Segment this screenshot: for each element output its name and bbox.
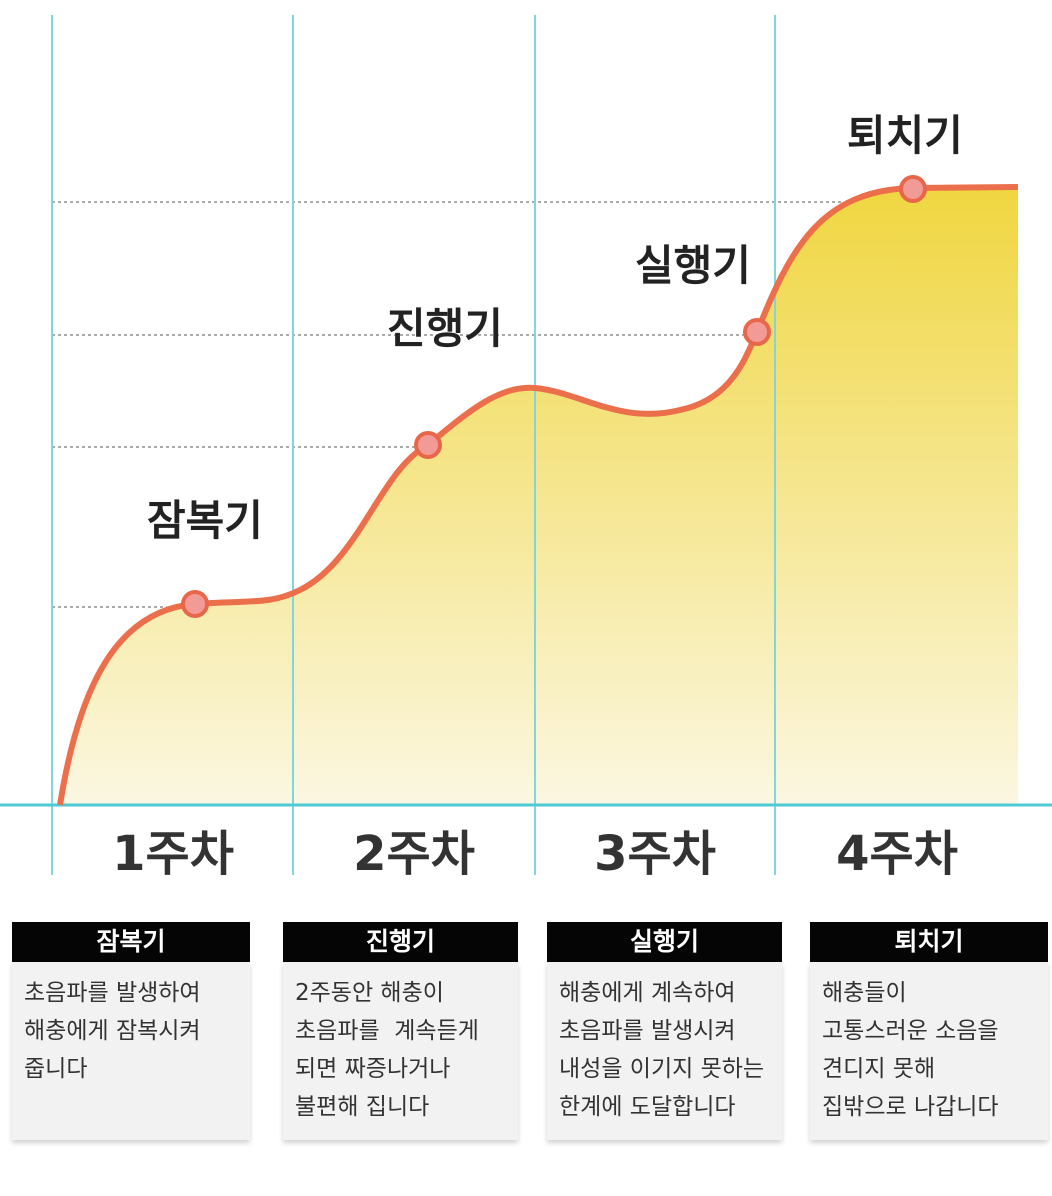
- stage-label: 실행기: [635, 241, 751, 290]
- card-line: 되면 짜증나거나: [295, 1056, 451, 1082]
- stage-label: 잠복기: [147, 496, 263, 545]
- stage-label: 퇴치기: [847, 111, 963, 160]
- growth-area: [60, 187, 1018, 805]
- card-line: 해충에게 계속하여: [559, 980, 736, 1006]
- card-line: 해충에게 잠복시켜: [24, 1018, 201, 1044]
- card-line: 견디지 못해: [822, 1056, 936, 1082]
- week-label: 1주차: [112, 826, 234, 882]
- card-title: 퇴치기: [810, 922, 1048, 962]
- week-label: 3주차: [594, 826, 716, 882]
- card-line: 줍니다: [24, 1056, 88, 1082]
- stage-card: 진행기 2주동안 해충이 초음파를 계속듣게 되면 짜증나거나 불편해 집니다: [283, 922, 518, 1140]
- stage-point: [181, 590, 209, 618]
- week-label: 4주차: [836, 826, 958, 882]
- card-line: 불편해 집니다: [295, 1094, 430, 1120]
- card-line: 초음파를 발생시켜: [559, 1018, 736, 1044]
- card-line: 초음파를 발생하여: [24, 980, 201, 1006]
- card-line: 내성을 이기지 못하는: [559, 1056, 765, 1082]
- card-title: 실행기: [547, 922, 782, 962]
- card-line: 집밖으로 나갑니다: [822, 1094, 999, 1120]
- card-line: 한계에 도달합니다: [559, 1094, 736, 1120]
- stage-point: [743, 318, 771, 346]
- card-title: 진행기: [283, 922, 518, 962]
- card-line: 2주동안 해충이: [295, 980, 444, 1006]
- stage-point: [899, 175, 927, 203]
- card-line: 고통스러운 소음을: [822, 1018, 999, 1044]
- stage-point: [414, 431, 442, 459]
- week-label: 2주차: [353, 826, 475, 882]
- stage-label: 진행기: [387, 304, 503, 353]
- stage-diagram: 잠복기 진행기 실행기 퇴치기 1주차 2주차 3주차 4주차: [0, 15, 1052, 882]
- card-line: 초음파를 계속듣게: [295, 1018, 479, 1044]
- card-title: 잠복기: [12, 922, 250, 962]
- card-line: 해충들이: [822, 980, 907, 1006]
